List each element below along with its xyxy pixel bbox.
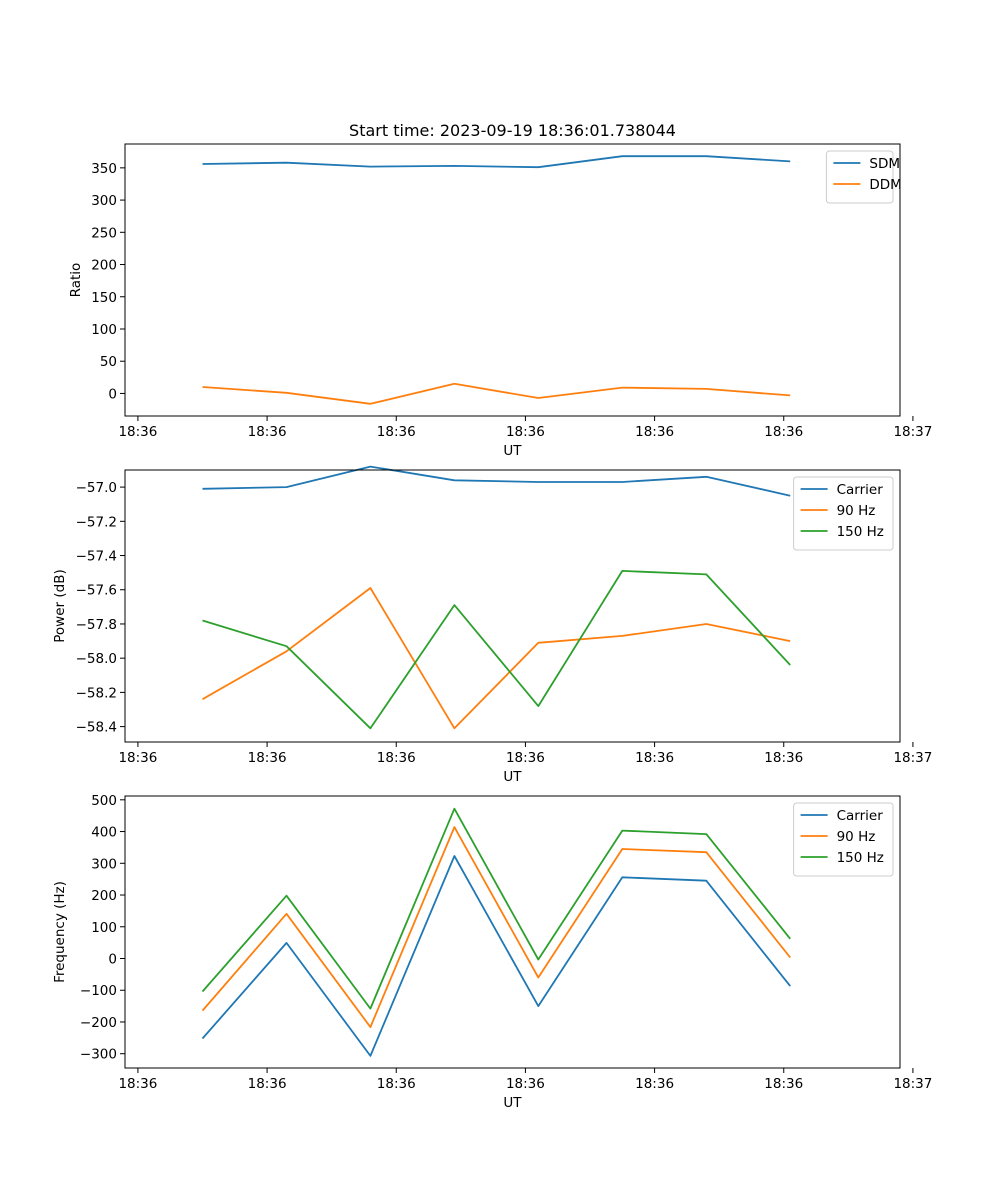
ratio-series-sdm-line (202, 155, 791, 169)
power-series-150-hz-line (202, 570, 791, 730)
ratio-x-tick-label: 18:36 (377, 424, 416, 440)
frequency-legend-label-150-hz: 150 Hz (837, 850, 884, 866)
frequency-legend-label-carrier: Carrier (837, 808, 884, 824)
power-x-tick-label: 18:36 (506, 750, 545, 766)
ratio-y-tick-label: 200 (91, 258, 117, 274)
ratio-y-axis-label: Ratio (68, 263, 84, 298)
power-x-tick-label: 18:37 (893, 750, 932, 766)
frequency-x-axis-label: UT (503, 1095, 522, 1111)
frequency-x-tick-label: 18:36 (506, 1076, 545, 1092)
ratio-x-tick-label: 18:37 (893, 424, 932, 440)
frequency-y-tick-label: −100 (80, 983, 117, 999)
power-y-tick-label: −58.4 (76, 720, 117, 736)
frequency-y-tick-label: 400 (91, 825, 117, 841)
frequency-x-tick-label: 18:36 (635, 1076, 674, 1092)
frequency-y-tick-label: −300 (80, 1047, 117, 1063)
power-plot-area (125, 470, 900, 742)
frequency-x-tick-label: 18:36 (377, 1076, 416, 1092)
power-axes-frame (124, 469, 901, 743)
ratio-x-tick-label: 18:36 (506, 424, 545, 440)
frequency-x-tick-label: 18:36 (764, 1076, 803, 1092)
frequency-legend-label-90-hz: 90 Hz (837, 829, 876, 845)
frequency-series-150-hz-line (201, 807, 791, 1010)
power-y-tick-label: −57.0 (76, 480, 117, 496)
power-x-tick-label: 18:36 (248, 750, 287, 766)
power-y-tick-label: −58.2 (76, 685, 117, 701)
ratio-y-tick-label: 100 (91, 322, 117, 338)
frequency-y-tick-label: 200 (91, 888, 117, 904)
ratio-y-tick-label: 0 (108, 386, 117, 402)
frequency-series-carrier-line (201, 855, 791, 1057)
frequency-x-tick-label: 18:36 (118, 1076, 157, 1092)
frequency-x-tick-label: 18:37 (893, 1076, 932, 1092)
ratio-y-tick-label: 300 (91, 193, 117, 209)
frequency-y-axis-label: Frequency (Hz) (52, 881, 68, 983)
power-legend-label-150-hz: 150 Hz (837, 524, 884, 540)
ratio-x-tick-label: 18:36 (118, 424, 157, 440)
frequency-y-tick-label: 100 (91, 920, 117, 936)
power-legend-label-90-hz: 90 Hz (837, 503, 876, 519)
power-y-tick-label: −57.2 (76, 514, 117, 530)
frequency-y-tick-label: 300 (91, 856, 117, 872)
ratio-legend-box (825, 150, 894, 204)
ratio-y-tick-label: 250 (91, 225, 117, 241)
power-panel: 18:36 18:36 18:36 18:36 18:36 18:36 18:37 −57.0… (52, 465, 932, 785)
power-y-tick-label: −57.6 (76, 583, 117, 599)
power-series-carrier-line (202, 465, 791, 497)
ratio-axes-frame (124, 143, 901, 417)
ratio-series-ddm-line (202, 382, 791, 405)
frequency-series-90-hz-line (201, 826, 791, 1028)
ratio-x-tick-label: 18:36 (248, 424, 287, 440)
frequency-legend: Carrier 90 Hz 150 Hz (793, 802, 894, 877)
figure-title: Start time: 2023-09-19 18:36:01.738044 (349, 121, 676, 140)
power-series-90-hz-line (202, 587, 791, 730)
ratio-plot-area (125, 144, 900, 416)
ratio-legend-label-ddm: DDM (869, 177, 901, 193)
power-legend: Carrier 90 Hz 150 Hz (793, 476, 894, 551)
ratio-x-tick-label: 18:36 (635, 424, 674, 440)
ratio-x-axis-label: UT (503, 443, 522, 459)
ratio-legend: SDM DDM (825, 150, 902, 204)
frequency-y-tick-label: −200 (80, 1015, 117, 1031)
power-x-tick-label: 18:36 (635, 750, 674, 766)
ratio-y-tick-label: 50 (100, 354, 117, 370)
ratio-y-tick-label: 350 (91, 161, 117, 177)
ratio-legend-label-sdm: SDM (869, 156, 900, 172)
power-x-tick-label: 18:36 (118, 750, 157, 766)
frequency-y-tick-label: 0 (108, 952, 117, 968)
frequency-y-tick-label: 500 (91, 793, 117, 809)
power-y-tick-label: −57.4 (76, 549, 117, 565)
ratio-x-tick-label: 18:36 (764, 424, 803, 440)
frequency-axes-frame (124, 795, 901, 1069)
power-legend-label-carrier: Carrier (837, 482, 884, 498)
frequency-panel: 18:36 18:36 18:36 18:36 18:36 18:36 18:37 500 40… (52, 793, 932, 1111)
power-y-tick-label: −58.0 (76, 651, 117, 667)
frequency-x-tick-label: 18:36 (248, 1076, 287, 1092)
power-y-tick-label: −57.8 (76, 617, 117, 633)
ratio-panel: 18:36 18:36 18:36 18:36 18:36 18:36 18:37 0 50 10… (68, 143, 932, 459)
power-y-axis-label: Power (dB) (52, 569, 68, 642)
power-x-tick-label: 18:36 (764, 750, 803, 766)
power-x-tick-label: 18:36 (377, 750, 416, 766)
power-x-axis-label: UT (503, 769, 522, 785)
ratio-y-tick-label: 150 (91, 290, 117, 306)
